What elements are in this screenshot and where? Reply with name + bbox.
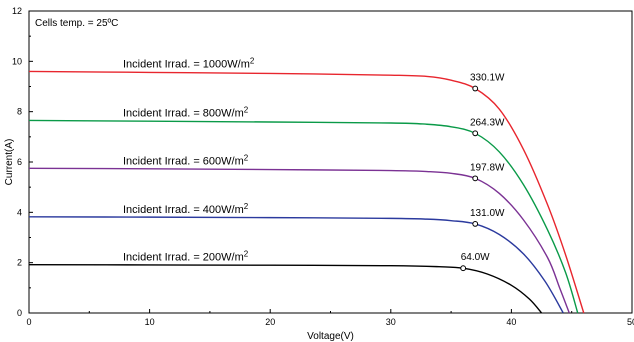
series-line-3 — [28, 167, 570, 314]
y-tick-label: 10 — [12, 56, 22, 66]
series-label-3: Incident Irrad. = 600W/m2 — [123, 153, 249, 167]
mpp-marker-5 — [460, 265, 467, 272]
series-label-4: Incident Irrad. = 400W/m2 — [123, 202, 249, 216]
mpp-marker-2 — [472, 130, 479, 137]
mpp-label-1: 330.1W — [470, 73, 505, 84]
x-tick-label: 20 — [265, 317, 275, 327]
y-tick-label: 8 — [17, 107, 22, 117]
temperature-annotation: Cells temp. = 25ºC — [35, 18, 118, 29]
mpp-marker-3 — [472, 175, 479, 182]
series-label-2: Incident Irrad. = 800W/m2 — [123, 105, 249, 119]
x-tick-label: 10 — [145, 317, 155, 327]
y-tick-label: 6 — [17, 157, 22, 167]
mpp-label-2: 264.3W — [470, 117, 505, 128]
y-tick-label: 2 — [17, 258, 22, 268]
mpp-marker-1 — [472, 85, 479, 92]
x-tick-label: 30 — [386, 317, 396, 327]
x-tick-label: 0 — [26, 317, 31, 327]
series-line-4 — [28, 216, 564, 314]
y-tick-label: 0 — [17, 308, 22, 318]
plot-frame — [28, 10, 633, 314]
series-line-2 — [28, 119, 579, 314]
series-label-1: Incident Irrad. = 1000W/m2 — [123, 56, 255, 70]
y-tick-label: 12 — [12, 6, 22, 16]
mpp-label-3: 197.8W — [470, 162, 505, 173]
x-axis-title: Voltage(V) — [307, 331, 354, 342]
y-axis-title: Current(A) — [4, 139, 15, 186]
mpp-label-4: 131.0W — [470, 208, 505, 219]
x-tick-label: 40 — [506, 317, 516, 327]
series-line-1 — [28, 70, 585, 314]
plot-area: 0 10 20 30 40 50 0 2 4 6 8 10 12 Incident Irrad. = 10… — [12, 6, 634, 327]
x-tick-label: 50 — [627, 317, 634, 327]
mpp-marker-4 — [472, 221, 479, 227]
series-line-5 — [28, 263, 543, 314]
series-label-5: Incident Irrad. = 200W/m2 — [123, 250, 249, 264]
y-tick-label: 4 — [17, 207, 22, 217]
mpp-label-5: 64.0W — [461, 252, 490, 263]
